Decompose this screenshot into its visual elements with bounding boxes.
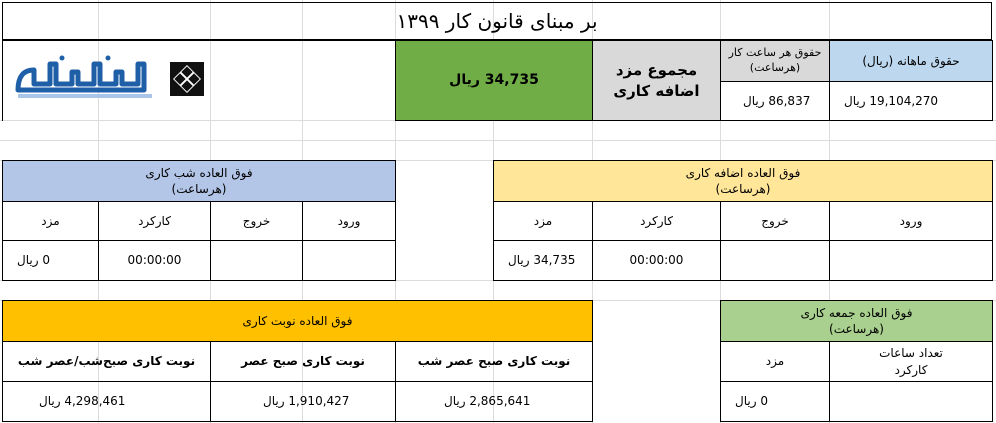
currency-label: ریال [444,394,466,409]
monthly-salary-value: 19,104,270 [869,93,939,108]
rotation-col3-value: 4,298,461 [64,394,126,409]
overtime-wage-value: 34,735 [533,253,576,268]
currency-label: ریال [735,394,757,409]
friday-wage-label: مزد [720,341,830,382]
night-exit-label: خروج [210,201,303,241]
page-title: بر مبنای قانون کار ۱۳۹۹ [2,2,992,40]
friday-wage-cell[interactable]: ریال 0 [720,381,830,422]
hourly-wage-label: حقوق هر ساعت کار (هرساعت) [720,40,830,82]
rotation-col1-label: نوبت کاری صبح عصر شب [395,341,593,382]
overtime-wage-label: مزد [493,201,593,241]
friday-wage-value: 0 [760,394,768,409]
total-overtime-label: مجموع مزد اضافه کاری [592,40,721,121]
night-wage-value: 0 [42,253,50,268]
night-wage-cell[interactable]: ریال 0 [2,240,99,281]
logo [12,50,217,108]
diamond-logo-icon [15,55,204,98]
currency-label: ریال [743,93,765,108]
total-overtime-cell[interactable]: ریال 34,735 [395,40,593,121]
monthly-salary-label: حقوق ماهانه (ریال) [829,40,993,82]
currency-label: ریال [263,394,285,409]
rotation-col1-value: 2,865,641 [469,394,531,409]
monthly-salary-cell[interactable]: ریال 19,104,270 [829,81,993,121]
rotation-col1-cell[interactable]: ریال 2,865,641 [395,381,593,422]
hourly-wage-value: 86,837 [768,93,811,108]
overtime-header: فوق العاده اضافه کاری (هرساعت) [493,160,993,202]
night-shift-header: فوق العاده شب کاری (هرساعت) [2,160,396,202]
overtime-worked-value[interactable]: 00:00:00 [592,240,721,281]
currency-label: ریال [39,394,61,409]
night-entry-label: ورود [302,201,396,241]
currency-label: ریال [17,253,39,268]
rotation-col2-label: نوبت کاری صبح عصر [210,341,396,382]
overtime-worked-label: کارکرد [592,201,721,241]
night-worked-value[interactable]: 00:00:00 [98,240,211,281]
hourly-wage-cell[interactable]: ریال 86,837 [720,81,830,121]
overtime-wage-cell[interactable]: ریال 34,735 [493,240,593,281]
rotation-col2-value: 1,910,427 [288,394,350,409]
friday-work-header: فوق العاده جمعه کاری (هرساعت) [720,300,993,342]
night-entry-input[interactable] [302,240,396,281]
currency-label: ریال [449,72,480,89]
currency-label: ریال [844,93,866,108]
rotation-col3-label: نوبت کاری صبح‌شب/عصر شب [2,341,211,382]
overtime-exit-input[interactable] [720,240,830,281]
currency-label: ریال [508,253,530,268]
logo-area [2,40,396,121]
night-worked-label: کارکرد [98,201,211,241]
friday-hours-input[interactable] [829,381,993,422]
rotation-shift-header: فوق العاده نوبت کاری [2,300,593,342]
night-exit-input[interactable] [210,240,303,281]
rotation-col3-cell[interactable]: ریال 4,298,461 [2,381,211,422]
overtime-entry-input[interactable] [829,240,993,281]
night-wage-label: مزد [2,201,99,241]
total-overtime-value: 34,735 [484,72,539,89]
overtime-exit-label: خروج [720,201,830,241]
friday-hours-label: تعداد ساعات کارکرد [829,341,993,382]
rotation-col2-cell[interactable]: ریال 1,910,427 [210,381,396,422]
overtime-entry-label: ورود [829,201,993,241]
